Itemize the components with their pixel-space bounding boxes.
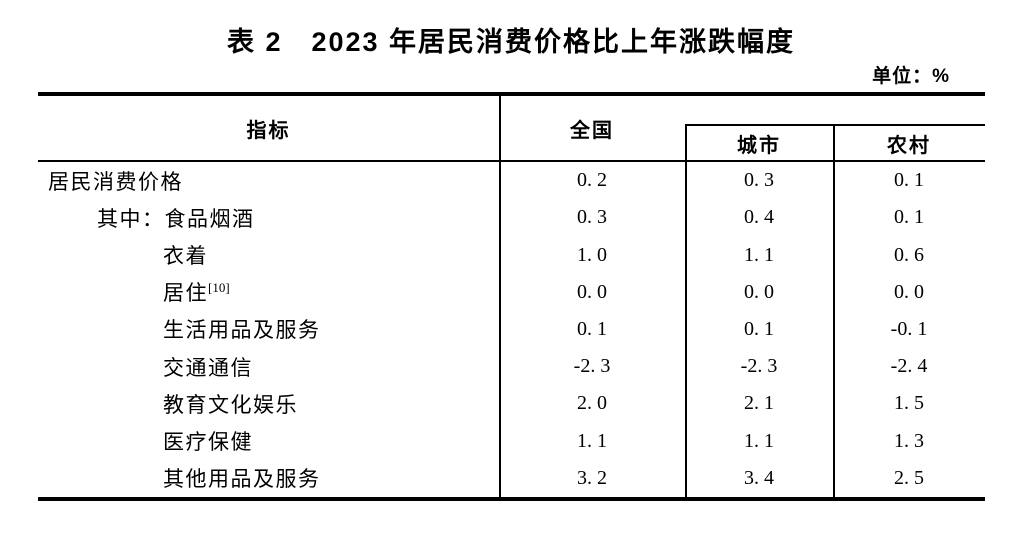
vertical-divider-urban-rural [833,124,835,497]
table-row: 衣着 1. 0 1. 1 0. 6 [38,236,985,273]
value-urban: 1. 1 [744,429,774,452]
row-label: 居民消费价格 [48,169,183,194]
value-rural: 1. 3 [894,429,924,452]
row-label-text: 居住 [163,281,208,306]
table-title: 表 2 2023 年居民消费价格比上年涨跌幅度 [226,27,796,57]
cpi-table: 指标 全国 城市 农村 居民消费价格 0. 2 0. 3 0. 1 其中：食品烟… [38,92,985,501]
row-label: 生活用品及服务 [163,318,321,343]
value-national: 1. 1 [577,429,607,452]
table-row: 医疗保健 1. 1 1. 1 1. 3 [38,423,985,460]
value-national: 1. 0 [577,243,607,266]
column-header-rural: 农村 [887,134,931,157]
value-rural: 0. 6 [894,243,924,266]
value-urban: 0. 3 [744,169,774,192]
value-national: 0. 1 [577,317,607,340]
column-header-national: 全国 [570,119,614,142]
value-rural: -0. 1 [890,317,928,340]
header-bottom-rule [38,160,985,162]
subheader-top-rule [685,124,985,126]
footnote-marker: [10] [208,280,230,296]
value-national: -2. 3 [573,355,611,378]
value-rural: 0. 1 [894,206,924,229]
value-urban: 1. 1 [744,243,774,266]
table-row: 生活用品及服务 0. 1 0. 1 -0. 1 [38,311,985,348]
vertical-divider-indicator-national [499,96,501,497]
row-label: 交通通信 [163,355,253,380]
value-rural: 0. 1 [894,169,924,192]
table-row: 居民消费价格 0. 2 0. 3 0. 1 [38,162,985,199]
table-body: 居民消费价格 0. 2 0. 3 0. 1 其中：食品烟酒 0. 3 0. 4 … [38,162,985,497]
table-row: 其中：食品烟酒 0. 3 0. 4 0. 1 [38,199,985,236]
row-label: 衣着 [163,244,208,269]
value-national: 3. 2 [577,466,607,489]
value-urban: 0. 0 [744,280,774,303]
row-label: 居住[10] [38,277,499,307]
value-national: 0. 0 [577,280,607,303]
value-rural: 2. 5 [894,466,924,489]
row-label: 医疗保健 [163,430,253,455]
row-label: 教育文化娱乐 [163,392,298,417]
value-rural: -2. 4 [890,355,928,378]
value-urban: -2. 3 [740,355,778,378]
value-rural: 1. 5 [894,392,924,415]
value-urban: 2. 1 [744,392,774,415]
unit-label: 单位：% [872,66,950,87]
table-row: 教育文化娱乐 2. 0 2. 1 1. 5 [38,385,985,422]
value-national: 2. 0 [577,392,607,415]
column-header-urban: 城市 [737,134,781,157]
row-label: 其他用品及服务 [163,467,321,492]
table-row: 居住[10] 0. 0 0. 0 0. 0 [38,274,985,311]
table-row: 交通通信 -2. 3 -2. 3 -2. 4 [38,348,985,385]
value-national: 0. 3 [577,206,607,229]
table-row: 其他用品及服务 3. 2 3. 4 2. 5 [38,460,985,497]
value-national: 0. 2 [577,169,607,192]
value-urban: 0. 1 [744,317,774,340]
column-header-indicator: 指标 [246,119,291,142]
vertical-divider-national-urban [685,124,687,497]
row-label: 其中：食品烟酒 [97,206,255,231]
value-rural: 0. 0 [894,280,924,303]
value-urban: 0. 4 [744,206,774,229]
value-urban: 3. 4 [744,466,774,489]
